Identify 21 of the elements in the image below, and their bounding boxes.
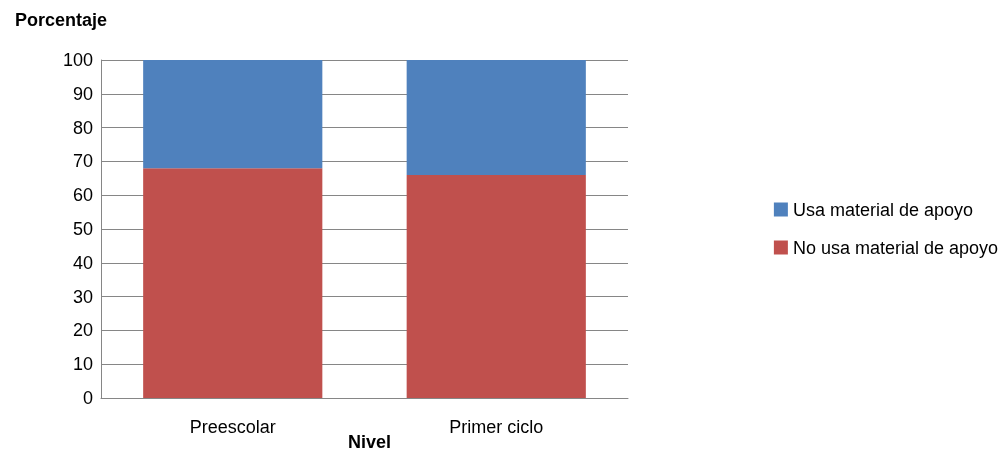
- legend-label: Usa material de apoyo: [792, 199, 973, 220]
- y-tick-label: 20: [72, 320, 93, 341]
- y-tick-label: 60: [72, 185, 93, 206]
- y-tick-label: 70: [72, 151, 93, 172]
- y-tick-label: 10: [72, 354, 93, 375]
- legend-label: No usa material de apoyo: [792, 237, 999, 258]
- y-tick-label: 90: [72, 83, 93, 104]
- bar: [406, 174, 586, 398]
- y-tick-label: 80: [72, 117, 93, 138]
- bar: [406, 60, 586, 175]
- x-tick-label: Primer ciclo: [449, 417, 544, 437]
- x-tick-label: Preescolar: [189, 417, 276, 437]
- bar: [143, 168, 323, 398]
- bar: [143, 60, 323, 169]
- y-tick-label: 0: [82, 388, 93, 408]
- x-axis-title: Nivel: [348, 432, 392, 452]
- y-tick-label: 40: [72, 252, 93, 273]
- y-tick-label: 100: [62, 50, 93, 70]
- y-tick-label: 30: [72, 286, 93, 307]
- y-tick-label: 50: [72, 219, 93, 239]
- y-axis-title: Porcentaje: [15, 10, 108, 30]
